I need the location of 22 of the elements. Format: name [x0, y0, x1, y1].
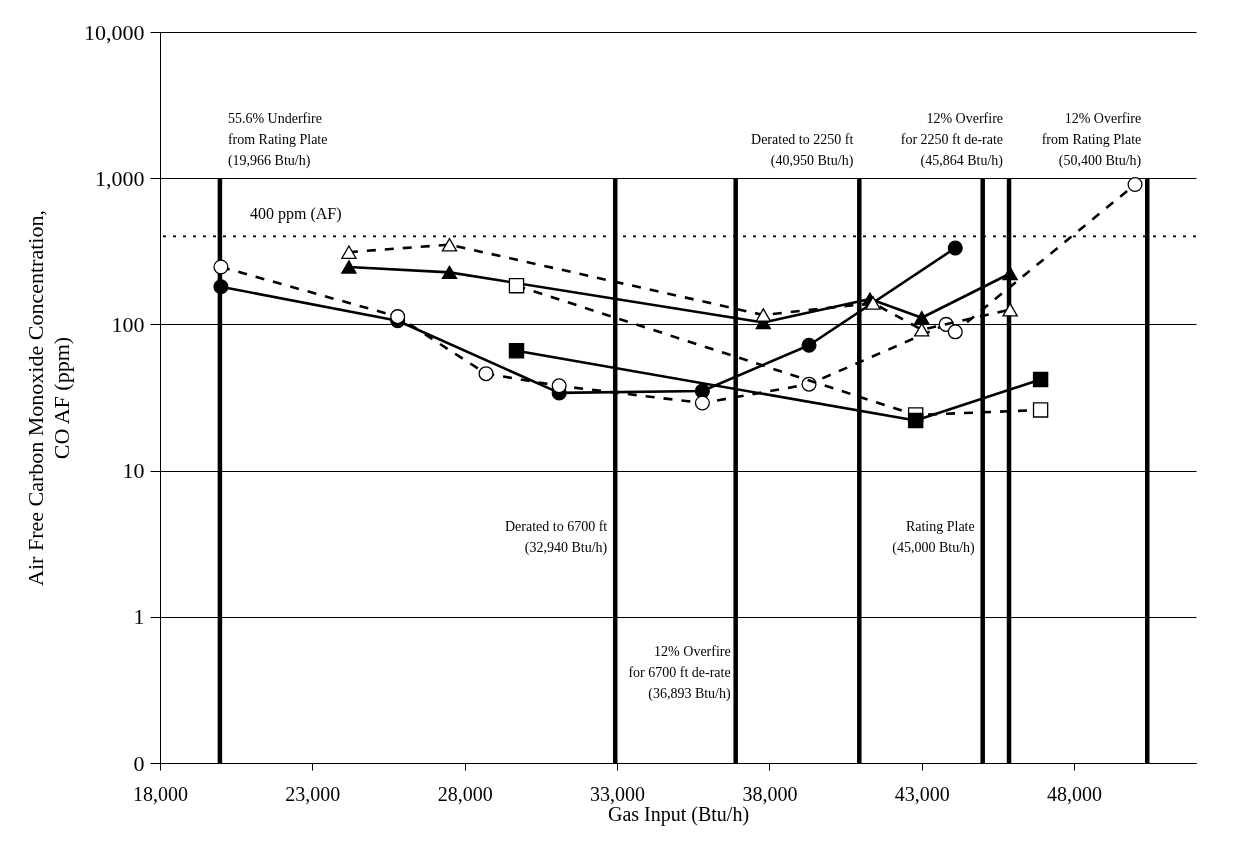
ref-line-label: 12% Overfire for 6700 ft de-rate (36,893 Btu/h) — [628, 644, 732, 702]
y-tick-label: 100 — [111, 311, 145, 337]
x-tick-label: 48,000 — [1047, 782, 1103, 805]
ref-line-label: 12% Overfire for 2250 ft de-rate (45,864 Btu/h) — [900, 111, 1004, 169]
y-tick-label: 10,000 — [84, 19, 145, 45]
y-tick-label: 1,000 — [95, 165, 145, 191]
ref-line-label: 55.6% Underfire from Rating Plate (19,966 Btu/h) — [227, 111, 328, 169]
y-tick-label: 0 — [133, 750, 145, 776]
x-tick-label: 43,000 — [894, 782, 950, 805]
ref-line-label: 400 ppm (AF) — [250, 205, 342, 224]
x-tick-label: 28,000 — [437, 782, 493, 805]
ref-line-label: Rating Plate (45,000 Btu/h) — [892, 519, 976, 556]
x-tick-label: 33,000 — [590, 782, 646, 805]
y-tick-label: 1 — [133, 604, 145, 630]
ref-line-label: Derated to 2250 ft (40,950 Btu/h) — [751, 132, 854, 169]
y-axis-title: Air Free Carbon Monoxide Concentration, CO AF (ppm) — [23, 210, 74, 586]
ref-line-label: 12% Overfire from Rating Plate (50,400 Btu/h) — [1041, 111, 1142, 169]
x-tick-label: 18,000 — [133, 782, 188, 805]
ref-line-label: Derated to 6700 ft (32,940 Btu/h) — [504, 519, 608, 556]
x-tick-label: 23,000 — [285, 782, 341, 805]
x-tick-label: 38,000 — [742, 782, 798, 805]
y-tick-label: 10 — [122, 458, 145, 484]
